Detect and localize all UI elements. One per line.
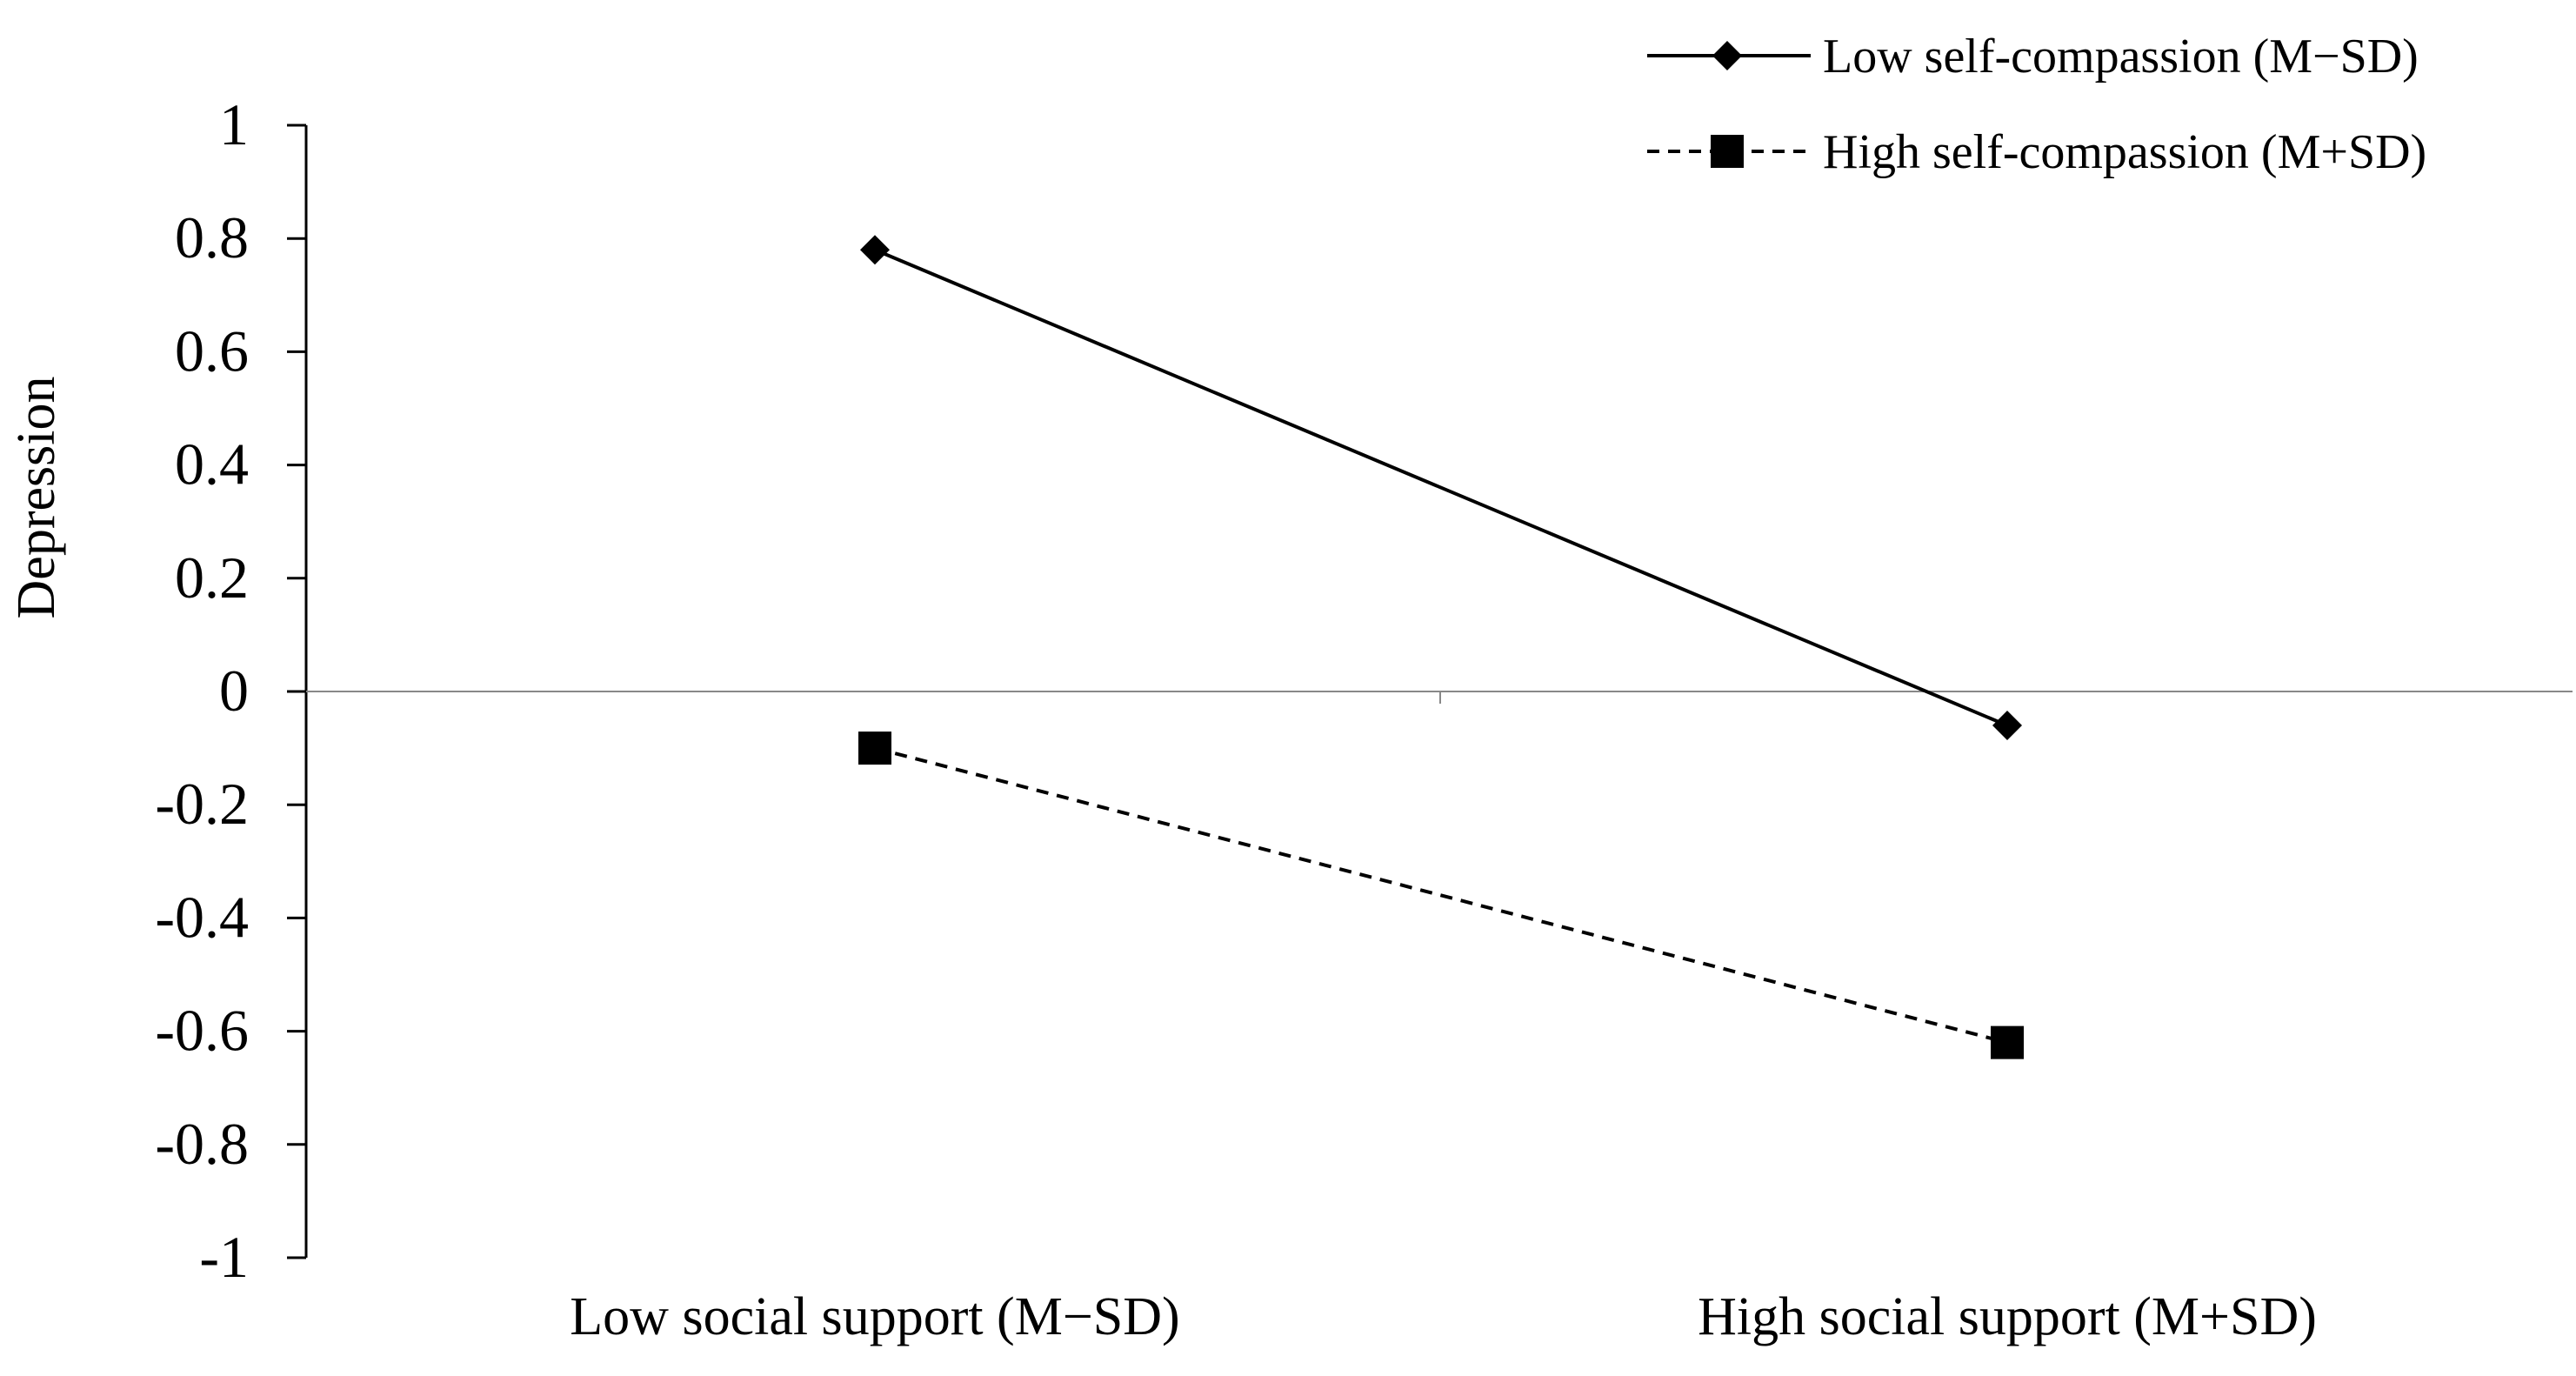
y-ticks-layer: 1 0.8 0.6 0.4 0.2 0 -0.2 -0.4 -0.6 -0.8 -1 Low soci… xyxy=(155,91,2317,1346)
legend: Low self-compassion (M−SD) High self-comp… xyxy=(1647,30,2426,179)
legend-item: High self-compassion (M+SD) xyxy=(1647,125,2426,179)
y-axis-title: Depression xyxy=(7,377,66,619)
y-tick-label: -0.6 xyxy=(155,998,249,1064)
series-2 xyxy=(858,731,2024,1059)
series-1 xyxy=(860,235,2022,741)
data-point xyxy=(1992,711,2022,741)
y-tick-label: -0.2 xyxy=(155,771,249,837)
y-tick-label: -0.8 xyxy=(155,1111,249,1177)
data-point xyxy=(858,731,891,765)
legend-label: High self-compassion (M+SD) xyxy=(1823,125,2426,179)
y-tick-label: 0.2 xyxy=(175,544,249,611)
legend-label: Low self-compassion (M−SD) xyxy=(1823,30,2419,83)
legend-marker-swatch xyxy=(1711,135,1744,168)
legend-marker-swatch xyxy=(1712,41,1742,70)
y-tick-label: -0.4 xyxy=(155,884,249,950)
axes-layer xyxy=(304,125,2573,1258)
series-line xyxy=(874,746,2008,1045)
x-category-label: High social support (M+SD) xyxy=(1698,1287,2317,1346)
data-point xyxy=(1991,1025,2024,1059)
y-tick-label: 0.4 xyxy=(175,431,249,498)
y-tick-label: 1 xyxy=(219,91,249,157)
y-tick-label: -1 xyxy=(199,1224,249,1290)
legend-item: Low self-compassion (M−SD) xyxy=(1647,30,2419,83)
y-tick-label: 0 xyxy=(219,658,249,724)
x-category-label: Low social support (M−SD) xyxy=(570,1287,1179,1346)
data-point xyxy=(860,235,890,265)
series-line xyxy=(874,248,2008,727)
y-tick-label: 0.8 xyxy=(175,204,249,271)
y-tick-label: 0.6 xyxy=(175,317,249,384)
series-layer xyxy=(858,235,2024,1059)
